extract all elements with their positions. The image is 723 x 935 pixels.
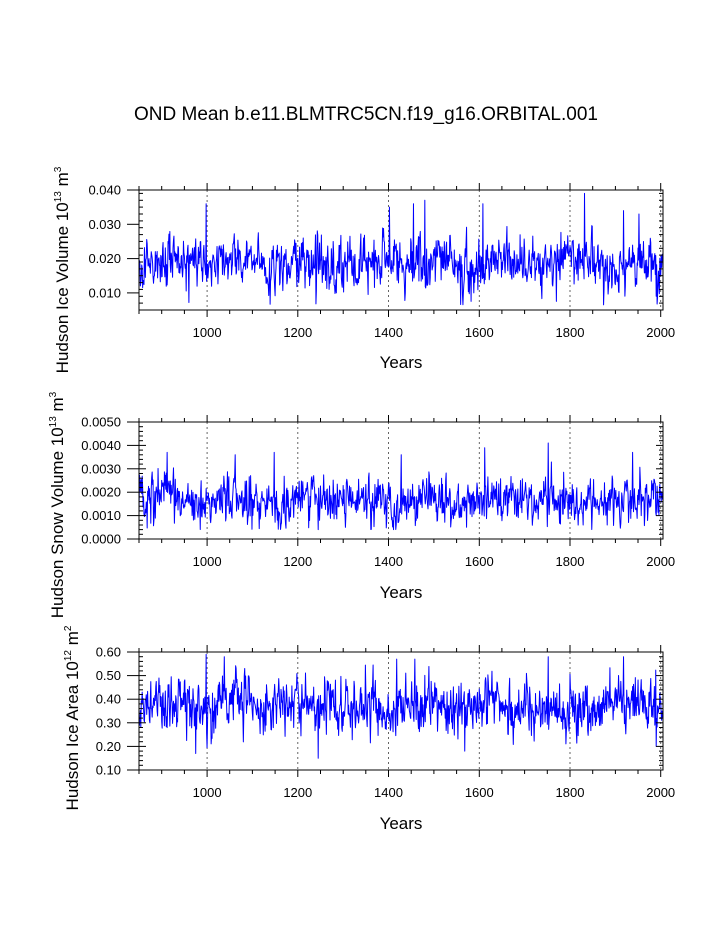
y-axis-title-part: m xyxy=(63,631,82,650)
y-axis-title-part: 12 xyxy=(63,650,74,662)
x-tick-label: 2000 xyxy=(646,554,675,569)
plot-frame xyxy=(138,189,664,311)
x-tick-label: 1600 xyxy=(465,785,494,800)
y-axis-title-part: Hudson Snow Volume 10 xyxy=(48,427,67,618)
y-tick-label: 0.0040 xyxy=(81,438,121,453)
y-axis-title: Hudson Ice Volume 1013 m3 xyxy=(53,166,72,373)
y-axis-title-part: m xyxy=(48,397,67,416)
y-axis-title-part: Hudson Ice Volume 10 xyxy=(53,202,72,373)
chart-panel-1: 1000 1200 1400 1600 1800 2000 0.010 0.020 0.030 0… xyxy=(53,166,675,373)
x-tick-label: 1600 xyxy=(465,325,494,340)
data-series-line xyxy=(138,192,664,306)
y-tick-label: 0.030 xyxy=(88,217,121,232)
chart-panel-3: 1000 1200 1400 1600 1800 2000 0.10 0.20 0.30 0.40… xyxy=(63,625,675,833)
y-tick-label: 0.0010 xyxy=(81,508,121,523)
y-tick-label: 0.50 xyxy=(96,668,121,683)
y-tick-label: 0.40 xyxy=(96,692,121,707)
data-series-line xyxy=(138,442,664,531)
y-axis-title-part: 2 xyxy=(63,625,74,631)
y-axis-title-part: 3 xyxy=(48,391,59,397)
x-tick-label: 1400 xyxy=(374,554,403,569)
x-tick-label: 1600 xyxy=(465,554,494,569)
y-tick-label: 0.20 xyxy=(96,739,121,754)
y-axis-title-part: m xyxy=(53,172,72,191)
y-axis-title-part: Hudson Ice Area 10 xyxy=(63,661,82,810)
chart-panel-2: 1000 1200 1400 1600 1800 2000 0.0000 0.0010 0.00… xyxy=(48,391,675,618)
x-tick-label: 2000 xyxy=(646,325,675,340)
y-tick-label: 0.30 xyxy=(96,715,121,730)
plot-frame xyxy=(138,651,664,771)
x-tick-label: 1000 xyxy=(193,785,222,800)
y-axis-title: Hudson Snow Volume 1013 m3 xyxy=(48,391,67,618)
x-tick-label: 1800 xyxy=(556,325,585,340)
y-axis-title: Hudson Ice Area 1012 m2 xyxy=(63,625,82,810)
plot-frame xyxy=(138,421,664,540)
y-tick-label: 0.10 xyxy=(96,763,121,778)
x-axis-title: Years xyxy=(380,353,423,372)
x-axis-title: Years xyxy=(380,583,423,602)
y-axis-title-part: 13 xyxy=(53,191,64,203)
chart-title: OND Mean b.e11.BLMTRC5CN.f19_g16.ORBITAL… xyxy=(134,104,598,125)
y-tick-label: 0.60 xyxy=(96,645,121,660)
x-tick-label: 2000 xyxy=(646,785,675,800)
x-tick-label: 1400 xyxy=(374,325,403,340)
x-tick-label: 1200 xyxy=(283,785,312,800)
x-tick-label: 1400 xyxy=(374,785,403,800)
x-tick-label: 1200 xyxy=(283,325,312,340)
y-tick-label: 0.010 xyxy=(88,285,121,300)
y-axis-title-part: 13 xyxy=(48,416,59,428)
y-tick-label: 0.0020 xyxy=(81,485,121,500)
y-tick-label: 0.0000 xyxy=(81,532,121,547)
y-tick-label: 0.020 xyxy=(88,251,121,266)
data-series-line xyxy=(138,653,664,759)
x-tick-label: 1000 xyxy=(193,325,222,340)
x-tick-label: 1000 xyxy=(193,554,222,569)
y-tick-label: 0.040 xyxy=(88,183,121,198)
x-tick-label: 1800 xyxy=(556,554,585,569)
x-tick-label: 1800 xyxy=(556,785,585,800)
x-tick-label: 1200 xyxy=(283,554,312,569)
x-axis-title: Years xyxy=(380,814,423,833)
y-axis-title-part: 3 xyxy=(53,166,64,172)
y-tick-label: 0.0050 xyxy=(81,415,121,430)
y-tick-label: 0.0030 xyxy=(81,461,121,476)
